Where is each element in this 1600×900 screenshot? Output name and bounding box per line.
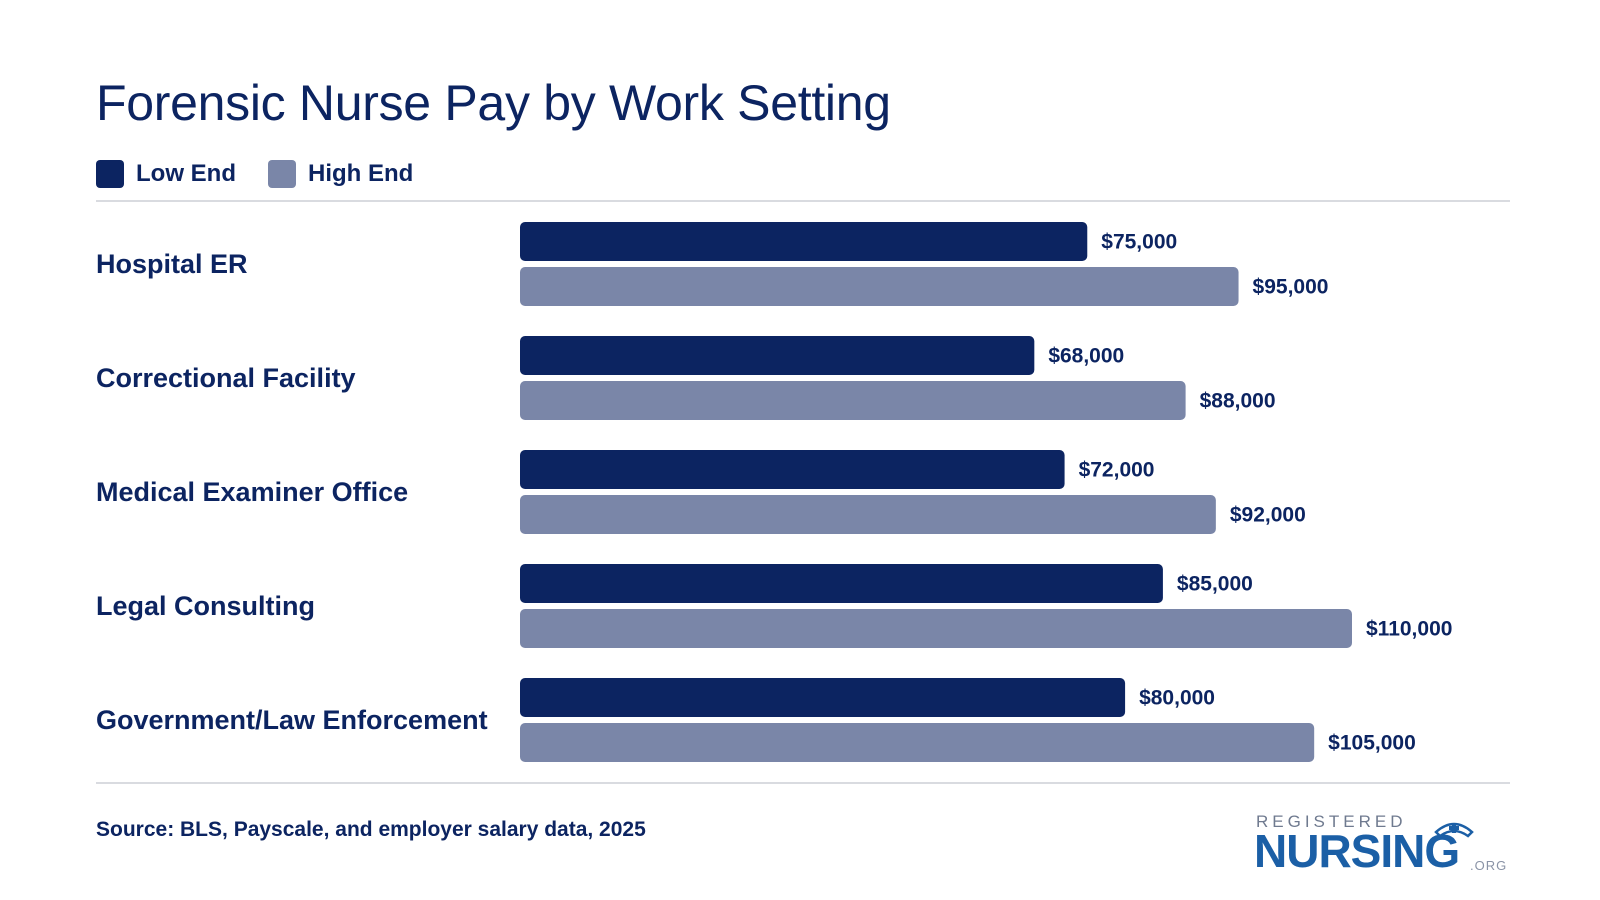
bar-low-end-government-law-enforcement (520, 678, 1126, 717)
value-label-high-end-hospital-er: $95,000 (1253, 276, 1329, 299)
top-divider (96, 200, 1510, 202)
bar-high-end-hospital-er (520, 267, 1239, 306)
bar-low-end-correctional-facility (520, 336, 1035, 375)
value-label-low-end-government-law-enforcement: $80,000 (1139, 687, 1215, 710)
bar-high-end-legal-consulting (520, 609, 1352, 648)
value-label-high-end-correctional-facility: $88,000 (1200, 390, 1276, 413)
chart-legend: Low End High End (96, 160, 445, 188)
legend-label-high: High End (307, 160, 414, 187)
bar-low-end-legal-consulting (520, 564, 1163, 603)
category-label-legal-consulting: Legal Consulting (96, 591, 315, 621)
value-label-high-end-government-law-enforcement: $105,000 (1328, 732, 1416, 755)
legend-item-low: Low End (96, 160, 236, 188)
source-note: Source: BLS, Payscale, and employer sala… (96, 818, 646, 841)
category-label-correctional-facility: Correctional Facility (96, 363, 356, 393)
value-label-low-end-legal-consulting: $85,000 (1177, 573, 1253, 596)
value-label-high-end-legal-consulting: $110,000 (1366, 618, 1452, 641)
legend-swatch-high (267, 160, 296, 188)
legend-swatch-low (96, 160, 124, 188)
category-label-government-law-enforcement: Government/Law Enforcement (96, 705, 488, 735)
legend-label-low: Low End (136, 160, 236, 187)
bar-low-end-hospital-er (520, 222, 1088, 261)
value-label-low-end-correctional-facility: $68,000 (1048, 345, 1124, 368)
chart-title: Forensic Nurse Pay by Work Setting (96, 75, 891, 131)
bar-high-end-medical-examiner-office (520, 495, 1216, 534)
category-label-medical-examiner-office: Medical Examiner Office (96, 477, 408, 507)
bar-low-end-medical-examiner-office (520, 450, 1065, 489)
nurse-cap-icon (1434, 822, 1474, 838)
registered-nursing-logo: REGISTERED NURSING .ORG (1254, 812, 1516, 877)
logo-main-text: NURSING (1254, 825, 1460, 877)
logo-top-text: REGISTERED (1256, 812, 1407, 831)
bar-high-end-government-law-enforcement (520, 723, 1315, 762)
bottom-divider (96, 782, 1510, 784)
value-label-low-end-medical-examiner-office: $72,000 (1079, 459, 1155, 482)
category-label-hospital-er: Hospital ER (96, 249, 248, 279)
logo-suffix-text: .ORG (1470, 858, 1508, 873)
bar-high-end-correctional-facility (520, 381, 1186, 420)
legend-item-high: High End (267, 160, 414, 188)
value-label-low-end-hospital-er: $75,000 (1101, 231, 1177, 254)
value-label-high-end-medical-examiner-office: $92,000 (1230, 504, 1306, 527)
